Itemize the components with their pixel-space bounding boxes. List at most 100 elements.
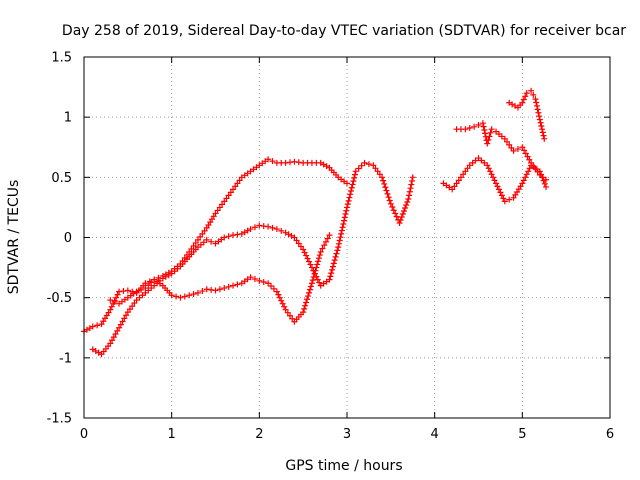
data-point bbox=[534, 168, 541, 175]
data-point bbox=[387, 200, 394, 207]
data-point bbox=[131, 300, 138, 307]
data-point bbox=[347, 191, 354, 198]
data-point bbox=[321, 242, 328, 249]
data-point bbox=[234, 231, 241, 238]
data-point bbox=[142, 285, 149, 292]
data-point bbox=[339, 224, 346, 231]
data-point bbox=[344, 204, 350, 211]
data-point bbox=[404, 199, 411, 206]
data-point bbox=[337, 234, 344, 241]
data-point bbox=[188, 245, 195, 252]
data-point bbox=[345, 197, 352, 204]
data-point bbox=[306, 258, 313, 265]
data-point bbox=[270, 285, 277, 292]
data-point bbox=[219, 201, 226, 208]
data-point bbox=[260, 279, 267, 286]
data-point bbox=[326, 232, 333, 239]
data-point bbox=[307, 283, 314, 290]
data-point bbox=[533, 102, 540, 109]
data-point bbox=[460, 171, 467, 178]
data-point bbox=[530, 91, 537, 98]
x-tick-label: 1 bbox=[168, 427, 176, 442]
x-tick-label: 5 bbox=[518, 427, 526, 442]
data-point bbox=[503, 138, 510, 145]
data-point bbox=[287, 312, 294, 319]
data-point bbox=[482, 130, 489, 137]
data-point bbox=[113, 294, 120, 301]
data-point bbox=[398, 214, 405, 221]
data-point bbox=[291, 234, 298, 241]
data-point bbox=[405, 195, 412, 202]
data-point bbox=[526, 156, 533, 163]
data-point bbox=[199, 288, 206, 295]
data-point bbox=[108, 303, 115, 310]
data-point bbox=[295, 159, 302, 166]
data-point bbox=[107, 297, 114, 304]
data-point bbox=[181, 293, 188, 300]
data-point bbox=[230, 232, 237, 239]
data-point bbox=[278, 297, 285, 304]
data-point bbox=[208, 286, 215, 293]
data-point bbox=[265, 156, 272, 163]
data-point bbox=[247, 274, 254, 281]
data-point bbox=[302, 302, 309, 309]
data-point bbox=[390, 207, 397, 214]
data-point bbox=[124, 309, 131, 316]
data-point bbox=[535, 109, 542, 116]
data-point bbox=[479, 120, 486, 127]
data-point bbox=[342, 211, 349, 218]
data-point bbox=[500, 195, 507, 202]
data-point bbox=[168, 292, 175, 299]
data-point bbox=[129, 303, 136, 310]
data-point bbox=[334, 247, 341, 254]
data-point bbox=[449, 186, 456, 193]
y-tick-label: 1.5 bbox=[51, 51, 72, 66]
data-point bbox=[349, 181, 356, 188]
data-point bbox=[486, 133, 493, 140]
data-point bbox=[536, 113, 543, 120]
data-point bbox=[315, 255, 322, 262]
data-point bbox=[225, 283, 232, 290]
data-point bbox=[251, 224, 258, 231]
data-point bbox=[382, 184, 389, 191]
data-point bbox=[350, 178, 357, 185]
data-point bbox=[329, 266, 336, 273]
data-point bbox=[484, 162, 491, 169]
data-point bbox=[330, 260, 337, 267]
data-point bbox=[287, 159, 294, 166]
data-points bbox=[81, 87, 550, 358]
data-point bbox=[488, 171, 495, 178]
data-point bbox=[372, 165, 379, 172]
data-point bbox=[307, 261, 314, 268]
data-point bbox=[137, 286, 144, 293]
data-point bbox=[343, 207, 350, 214]
data-point bbox=[268, 283, 275, 290]
data-point bbox=[221, 198, 228, 205]
data-point bbox=[256, 222, 263, 229]
data-point bbox=[383, 187, 390, 194]
data-point bbox=[488, 126, 495, 133]
data-point bbox=[506, 196, 513, 203]
data-point bbox=[536, 171, 543, 178]
data-point bbox=[533, 99, 540, 106]
x-tick-label: 6 bbox=[606, 427, 614, 442]
data-point bbox=[223, 195, 230, 202]
data-point bbox=[295, 240, 302, 247]
data-point bbox=[335, 240, 342, 247]
y-axis-label: SDTVAR / TECUs bbox=[6, 180, 22, 295]
data-point bbox=[487, 129, 494, 136]
data-point bbox=[532, 96, 539, 103]
data-point bbox=[194, 236, 201, 243]
data-point bbox=[351, 174, 358, 181]
data-point bbox=[494, 183, 501, 190]
data-point bbox=[282, 159, 289, 166]
data-point bbox=[471, 123, 478, 130]
data-point bbox=[273, 288, 280, 295]
data-point bbox=[539, 174, 546, 181]
data-point bbox=[256, 277, 263, 284]
data-point bbox=[402, 205, 409, 212]
data-point bbox=[400, 208, 407, 215]
data-point bbox=[316, 252, 323, 259]
data-point bbox=[304, 296, 311, 303]
data-point bbox=[528, 159, 535, 166]
